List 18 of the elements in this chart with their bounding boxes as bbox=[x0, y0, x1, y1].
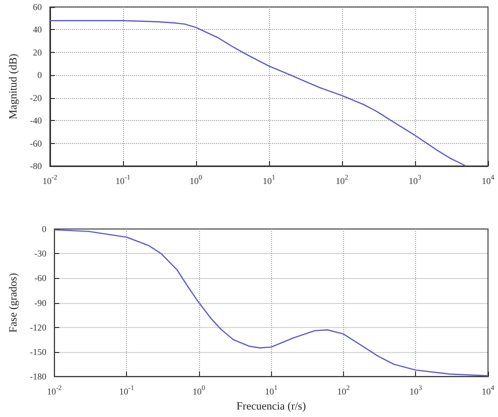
y-axis-title: Fase (grados) bbox=[8, 272, 20, 333]
y-tick-label: -60 bbox=[34, 273, 47, 284]
x-axis-title: Frecuencia (r/s) bbox=[236, 400, 306, 412]
y-axis-title: Magnitud (dB) bbox=[8, 53, 20, 120]
y-tick-label: -80 bbox=[30, 161, 42, 171]
y-tick-label: -150 bbox=[30, 347, 47, 357]
y-tick-label: 20 bbox=[32, 47, 42, 58]
y-tick-label: 60 bbox=[32, 2, 42, 12]
y-tick-label: 0 bbox=[37, 70, 42, 80]
y-tick-label: -20 bbox=[30, 92, 42, 103]
y-tick-label: -30 bbox=[34, 248, 47, 259]
y-tick-label: 0 bbox=[42, 224, 47, 234]
y-tick-label: -180 bbox=[30, 372, 47, 382]
y-tick-label: 40 bbox=[32, 24, 42, 35]
y-tick-label: -60 bbox=[30, 138, 42, 148]
y-tick-label: -90 bbox=[34, 298, 47, 308]
y-tick-label: -40 bbox=[30, 116, 42, 126]
y-tick-label: -120 bbox=[30, 322, 47, 332]
